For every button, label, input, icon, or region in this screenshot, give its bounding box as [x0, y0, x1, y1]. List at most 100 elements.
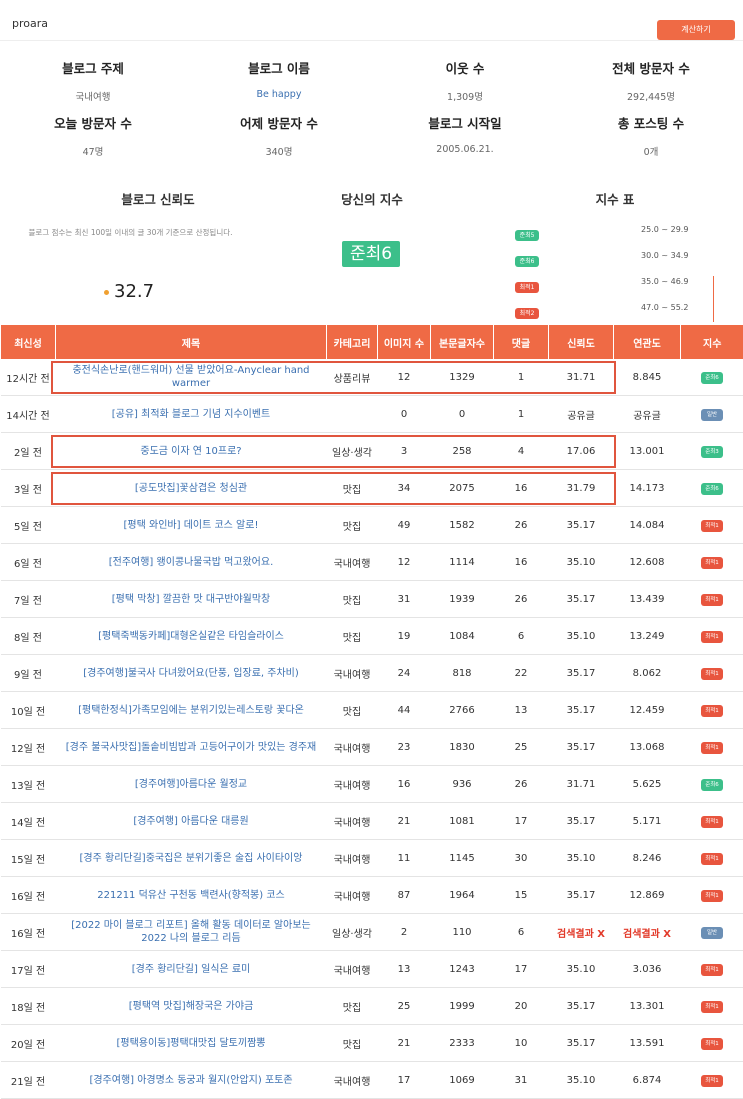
cell: 0 [378, 396, 431, 433]
cell: 35.17 [549, 655, 614, 692]
post-title[interactable]: [경주여행]아름다운 월정교 [56, 766, 327, 803]
post-title[interactable]: [경주 황리단길]중국집은 분위기좋은 술집 사이타이앙 [56, 840, 327, 877]
cell: 17 [378, 1062, 431, 1099]
cell: 35.10 [549, 951, 614, 988]
cell: 국내여행 [327, 877, 378, 914]
cell: 5.625 [614, 766, 681, 803]
trust-note: 블로그 점수는 최신 100일 이내의 글 30개 기준으로 산정됩니다. [28, 226, 233, 239]
cell: 13일 전 [1, 766, 56, 803]
cell: 일상·생각 [327, 433, 378, 470]
cell: 최적1 [681, 618, 743, 655]
post-title[interactable]: [경주 황리단길] 일식은 료미 [56, 951, 327, 988]
cell: 35.10 [549, 544, 614, 581]
stat-label: 오늘 방문자 수 [0, 113, 186, 132]
grade-badge: 준최6 [701, 779, 723, 791]
cell: 12.459 [614, 692, 681, 729]
cell: 31 [378, 581, 431, 618]
post-title[interactable]: [평택역 맛집]해장국은 가야금 [56, 988, 327, 1025]
cell: 35.17 [549, 507, 614, 544]
cell: 6.874 [614, 1062, 681, 1099]
scale-range: 47.0 ~ 55.2 [641, 303, 688, 312]
column-header: 댓글 [494, 325, 549, 359]
stat-value: 국내여행 [0, 89, 186, 103]
cell: 13.068 [614, 729, 681, 766]
post-title[interactable]: 충전식손난로(핸드워머) 선물 받았어요-Anyclear hand warme… [56, 359, 327, 396]
cell: 5일 전 [1, 507, 56, 544]
post-title[interactable]: [평택죽백동카페]대형온실같은 타임슬라이스 [56, 618, 327, 655]
cell: 국내여행 [327, 655, 378, 692]
stat-value: 47명 [0, 144, 186, 158]
cell: 31.79 [549, 470, 614, 507]
cell: 1145 [431, 840, 494, 877]
post-title[interactable]: 221211 덕유산 구천동 백련사(향적봉) 코스 [56, 877, 327, 914]
cell: 818 [431, 655, 494, 692]
cell: 13.301 [614, 988, 681, 1025]
cell: 일반 [681, 914, 743, 951]
cell: 31.71 [549, 359, 614, 396]
post-title[interactable]: [평택용이동]평택대맛집 달토끼짬뽕 [56, 1025, 327, 1062]
stat-label: 이웃 수 [372, 58, 558, 77]
cell: 1830 [431, 729, 494, 766]
cell: 12일 전 [1, 729, 56, 766]
post-title[interactable]: [평택한정식]가족모임에는 분위기있는레스토랑 꽃다온 [56, 692, 327, 729]
cell: 16일 전 [1, 914, 56, 951]
grade-badge: 최적1 [701, 742, 723, 754]
grade-badge: 최적1 [701, 520, 723, 532]
grade-badge: 최적1 [701, 594, 723, 606]
cell: 21 [378, 803, 431, 840]
cell: 일상·생각 [327, 914, 378, 951]
cell: 20 [494, 988, 549, 1025]
post-title[interactable]: [경주여행] 아경명소 동궁과 월지(안압지) 포토존 [56, 1062, 327, 1099]
cell: 14.173 [614, 470, 681, 507]
column-header: 카테고리 [327, 325, 378, 359]
grade-badge: 준최6 [701, 372, 723, 384]
cell: 최적1 [681, 1062, 743, 1099]
cell: 맛집 [327, 692, 378, 729]
post-title[interactable]: [전주여행] 왱이콩나물국밥 먹고왔어요. [56, 544, 327, 581]
grade-badge: 일반 [701, 927, 723, 939]
calculate-button[interactable]: 계산하기 [657, 20, 735, 40]
cell: 최적1 [681, 803, 743, 840]
cell: 936 [431, 766, 494, 803]
cell: 2766 [431, 692, 494, 729]
cell: 국내여행 [327, 951, 378, 988]
post-title[interactable]: [평택 막창] 깔끔한 맛 대구반야월막창 [56, 581, 327, 618]
cell: 12 [378, 359, 431, 396]
post-title[interactable]: [2022 마이 블로그 리포트] 올해 활동 데이터로 알아보는 2022 나… [56, 914, 327, 951]
cell: 14.084 [614, 507, 681, 544]
top-bar: proara 계산하기 [0, 0, 743, 41]
post-title[interactable]: [평택 와인바] 데이트 코스 알로! [56, 507, 327, 544]
stat-label: 블로그 시작일 [372, 113, 558, 132]
post-title[interactable]: [공도맛집]꽃삼겹은 청심관 [56, 470, 327, 507]
post-title[interactable]: [공유] 최적화 블로그 기념 지수이벤트 [56, 396, 327, 433]
post-title[interactable]: [경주여행]불국사 다녀왔어요(단풍, 입장료, 주차비) [56, 655, 327, 692]
scale-badge: 준최5 [515, 230, 539, 241]
cell: 최적1 [681, 729, 743, 766]
post-title[interactable]: [경주 불국사맛집]돌솥비빔밥과 고등어구이가 맛있는 경주재 [56, 729, 327, 766]
cell: 26 [494, 766, 549, 803]
post-title[interactable]: [경주여행] 아름다운 대릉원 [56, 803, 327, 840]
cell: 검색결과 X [614, 914, 681, 951]
cell: 준최6 [681, 766, 743, 803]
cell: 16일 전 [1, 877, 56, 914]
post-title[interactable]: 중도금 이자 연 10프로? [56, 433, 327, 470]
cell: 8.062 [614, 655, 681, 692]
cell: 최적1 [681, 507, 743, 544]
cell: 최적1 [681, 1025, 743, 1062]
cell: 35.17 [549, 877, 614, 914]
stat-value: Be happy [186, 89, 372, 100]
cell: 15 [494, 877, 549, 914]
cell: 맛집 [327, 470, 378, 507]
